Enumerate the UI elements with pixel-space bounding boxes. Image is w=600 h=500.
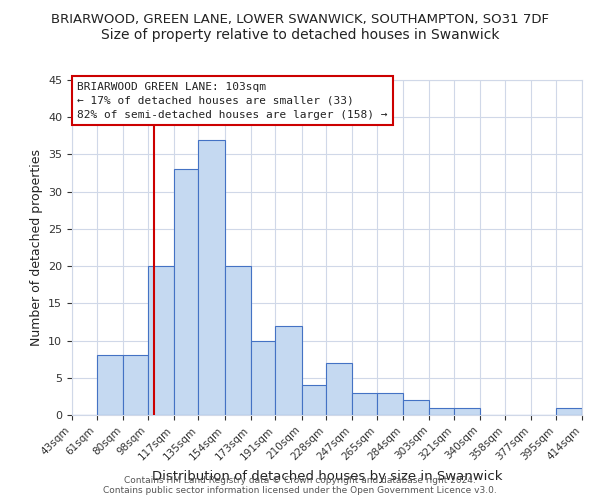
Bar <box>148 266 174 415</box>
Bar <box>454 408 480 415</box>
Bar <box>352 392 377 415</box>
Text: Size of property relative to detached houses in Swanwick: Size of property relative to detached ho… <box>101 28 499 42</box>
Bar <box>556 408 582 415</box>
Y-axis label: Number of detached properties: Number of detached properties <box>29 149 43 346</box>
Bar <box>224 266 251 415</box>
X-axis label: Distribution of detached houses by size in Swanwick: Distribution of detached houses by size … <box>152 470 502 483</box>
Bar <box>199 140 224 415</box>
Bar <box>377 392 403 415</box>
Bar <box>174 170 199 415</box>
Text: Contains public sector information licensed under the Open Government Licence v3: Contains public sector information licen… <box>103 486 497 495</box>
Bar <box>251 340 275 415</box>
Bar <box>326 363 352 415</box>
Bar <box>403 400 430 415</box>
Bar <box>97 356 123 415</box>
Text: Contains HM Land Registry data © Crown copyright and database right 2024.: Contains HM Land Registry data © Crown c… <box>124 476 476 485</box>
Bar <box>430 408 454 415</box>
Text: BRIARWOOD, GREEN LANE, LOWER SWANWICK, SOUTHAMPTON, SO31 7DF: BRIARWOOD, GREEN LANE, LOWER SWANWICK, S… <box>51 12 549 26</box>
Bar <box>302 385 326 415</box>
Text: BRIARWOOD GREEN LANE: 103sqm
← 17% of detached houses are smaller (33)
82% of se: BRIARWOOD GREEN LANE: 103sqm ← 17% of de… <box>77 82 388 120</box>
Bar <box>582 408 600 415</box>
Bar <box>275 326 302 415</box>
Bar <box>123 356 148 415</box>
